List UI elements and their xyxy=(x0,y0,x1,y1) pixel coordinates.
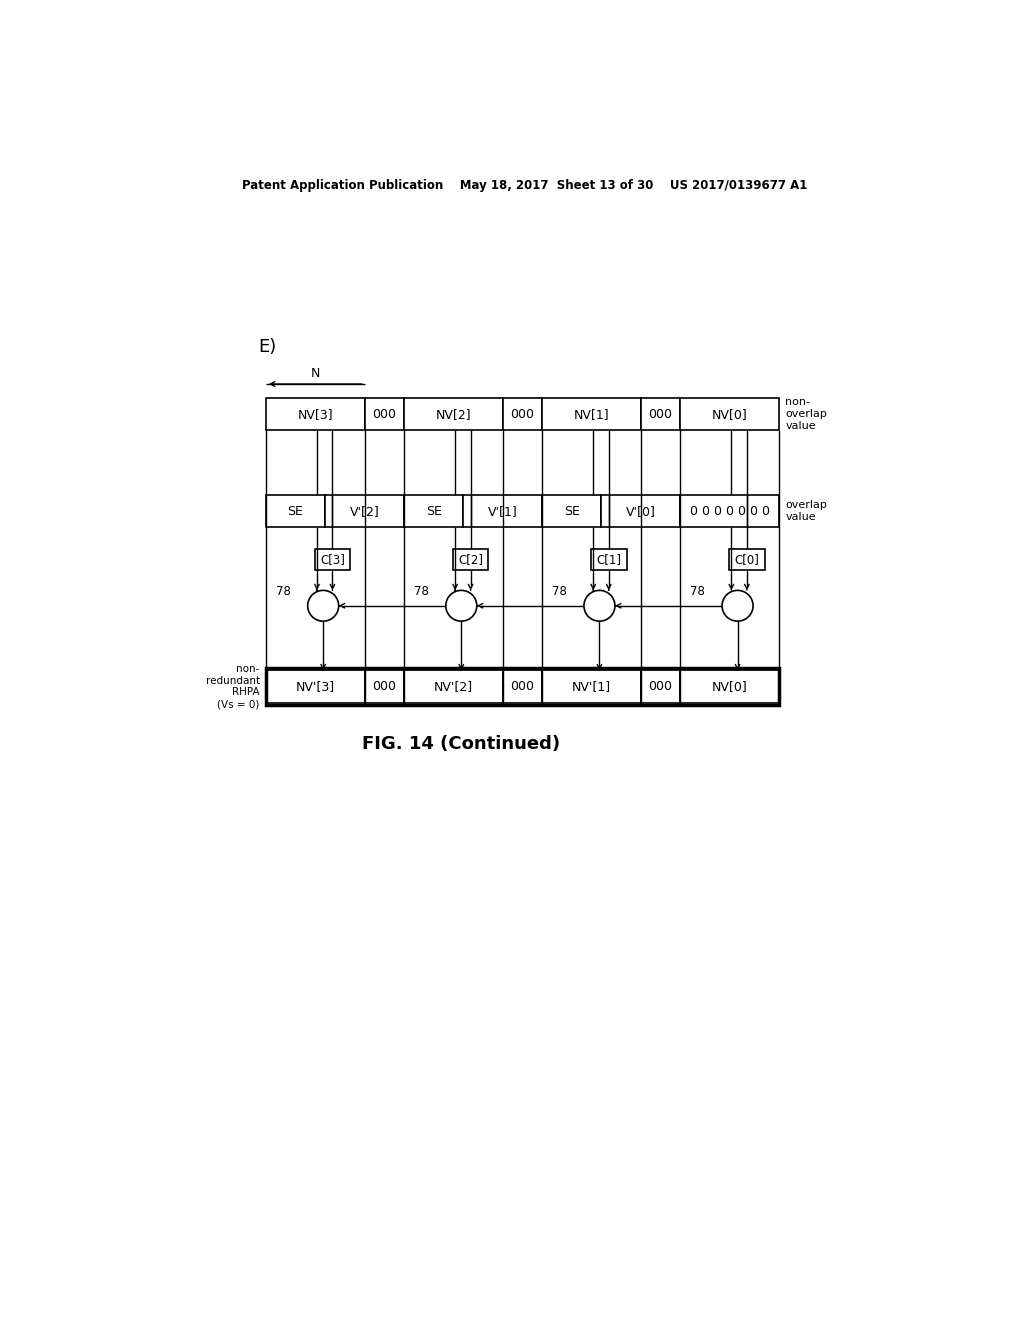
Text: +: + xyxy=(732,599,743,612)
Bar xyxy=(503,671,542,702)
Bar xyxy=(266,495,326,527)
Bar xyxy=(591,549,627,570)
Text: 78: 78 xyxy=(690,585,705,598)
Text: NV[3]: NV[3] xyxy=(297,408,333,421)
Text: 000: 000 xyxy=(373,408,396,421)
Circle shape xyxy=(445,590,477,622)
Bar xyxy=(266,671,365,702)
Bar xyxy=(641,397,680,430)
Text: SE: SE xyxy=(426,504,441,517)
Bar xyxy=(503,397,542,430)
Bar xyxy=(680,397,779,430)
Text: NV[0]: NV[0] xyxy=(712,408,748,421)
Text: C[0]: C[0] xyxy=(734,553,760,566)
Text: 78: 78 xyxy=(552,585,567,598)
Bar xyxy=(641,671,680,702)
Text: N: N xyxy=(310,367,319,380)
Text: NV'[1]: NV'[1] xyxy=(572,680,611,693)
Text: 000: 000 xyxy=(511,680,535,693)
Bar xyxy=(729,549,765,570)
Bar xyxy=(680,495,779,527)
Text: 000: 000 xyxy=(373,680,396,693)
Text: SE: SE xyxy=(288,504,303,517)
Text: C[3]: C[3] xyxy=(321,553,345,566)
Text: overlap
value: overlap value xyxy=(785,500,827,521)
Text: NV[2]: NV[2] xyxy=(435,408,471,421)
Bar xyxy=(404,397,503,430)
Circle shape xyxy=(722,590,753,622)
Text: C[2]: C[2] xyxy=(458,553,483,566)
Bar xyxy=(542,495,601,527)
Text: 0 0 0 0 0 0 0: 0 0 0 0 0 0 0 xyxy=(690,504,770,517)
Text: FIG. 14 (Continued): FIG. 14 (Continued) xyxy=(362,735,560,752)
Bar xyxy=(314,549,350,570)
Text: 000: 000 xyxy=(511,408,535,421)
Text: V'[0]: V'[0] xyxy=(626,504,655,517)
Bar xyxy=(365,397,404,430)
Text: 000: 000 xyxy=(648,408,673,421)
Text: Patent Application Publication    May 18, 2017  Sheet 13 of 30    US 2017/013967: Patent Application Publication May 18, 2… xyxy=(242,178,808,191)
Bar xyxy=(542,397,641,430)
Text: V'[1]: V'[1] xyxy=(487,504,517,517)
Text: E): E) xyxy=(258,338,276,356)
Bar xyxy=(266,397,365,430)
Bar xyxy=(404,671,503,702)
Text: 78: 78 xyxy=(414,585,429,598)
Text: V'[2]: V'[2] xyxy=(350,504,380,517)
Text: +: + xyxy=(594,599,605,612)
Text: SE: SE xyxy=(564,504,580,517)
Text: NV[0]: NV[0] xyxy=(712,680,748,693)
Bar xyxy=(542,671,641,702)
Text: 000: 000 xyxy=(648,680,673,693)
Bar xyxy=(404,495,463,527)
Bar xyxy=(326,495,404,527)
Text: NV'[2]: NV'[2] xyxy=(434,680,473,693)
Bar xyxy=(463,495,542,527)
Circle shape xyxy=(307,590,339,622)
Circle shape xyxy=(584,590,615,622)
Text: NV[1]: NV[1] xyxy=(573,408,609,421)
Text: C[1]: C[1] xyxy=(596,553,622,566)
Text: non-
overlap
value: non- overlap value xyxy=(785,397,827,430)
Bar xyxy=(453,549,488,570)
Text: NV'[3]: NV'[3] xyxy=(296,680,335,693)
Bar xyxy=(601,495,680,527)
Text: non-
redundant
RHPA
(Vs = 0): non- redundant RHPA (Vs = 0) xyxy=(206,664,260,709)
Text: +: + xyxy=(456,599,467,612)
Text: 78: 78 xyxy=(275,585,291,598)
Text: +: + xyxy=(317,599,329,612)
Bar xyxy=(365,671,404,702)
Bar xyxy=(680,671,779,702)
Bar xyxy=(266,668,779,705)
